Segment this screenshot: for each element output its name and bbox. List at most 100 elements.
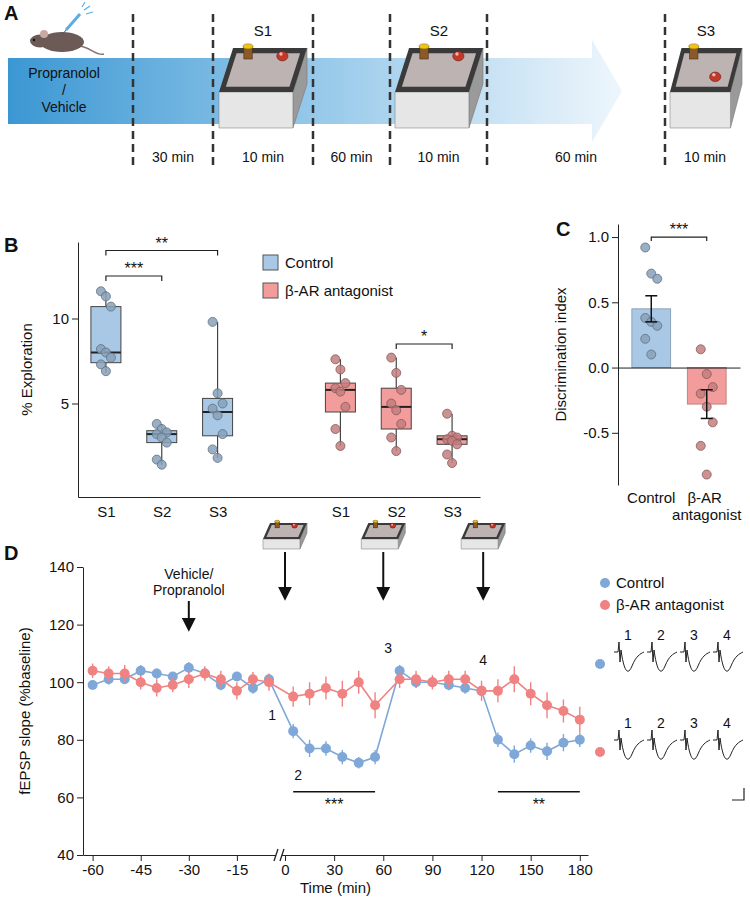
data-point — [397, 419, 406, 428]
tick-mark — [77, 682, 83, 683]
treatment-label: Vehicle/ — [164, 566, 213, 582]
arena — [670, 44, 742, 128]
tick: -45 — [130, 855, 152, 878]
tick: 180 — [568, 855, 593, 878]
tick-label: 0.5 — [588, 294, 609, 311]
treatment-label: / — [62, 82, 66, 98]
data-point — [88, 666, 98, 676]
tick-label: 120 — [49, 616, 74, 633]
arena-floor — [676, 53, 737, 86]
data-point — [218, 430, 227, 439]
arena — [219, 44, 307, 128]
data-point — [493, 735, 503, 745]
significance-label: ** — [533, 796, 545, 813]
data-point — [696, 389, 705, 398]
axis-title: Time (min) — [300, 879, 371, 896]
data-point — [101, 367, 110, 376]
arena-front-wall — [361, 539, 398, 549]
tick: 60 — [57, 789, 83, 806]
point-label: 3 — [384, 640, 392, 656]
data-point — [477, 686, 487, 696]
data-point — [321, 683, 331, 693]
treatment-arrow — [188, 601, 190, 629]
tick: S1 — [97, 503, 115, 520]
arena — [395, 44, 483, 128]
data-point — [152, 683, 162, 693]
plot-marks — [91, 287, 467, 469]
arena — [263, 520, 307, 549]
tick: 0.5 — [588, 294, 618, 311]
tick: 40 — [57, 846, 83, 863]
panel-d: D406080100120140-60-45-30-15030609012015… — [4, 520, 744, 896]
arena-floor — [266, 525, 303, 537]
syringe — [66, 14, 80, 30]
plot-marks — [632, 243, 726, 479]
axis-break-line — [274, 849, 278, 861]
tick-label: S2 — [388, 503, 406, 520]
tick-label: 0 — [281, 861, 289, 878]
arena-object — [490, 523, 496, 528]
data-point — [397, 385, 406, 394]
tick-label: 180 — [568, 861, 593, 878]
object-top — [689, 44, 699, 49]
trace — [713, 642, 743, 671]
example-traces: 12341234 — [595, 627, 744, 800]
arena-object — [390, 523, 396, 528]
data-point — [641, 334, 650, 343]
tick-label: 30 — [326, 861, 343, 878]
significance-label: *** — [670, 221, 689, 238]
data-point — [653, 321, 662, 330]
error-bar-cap — [645, 321, 657, 323]
arena-floor — [226, 53, 300, 86]
significance-line — [498, 791, 580, 793]
tick: S1 — [332, 503, 350, 520]
data-point — [218, 399, 227, 408]
tick-label: 10 — [52, 310, 69, 327]
trace — [647, 730, 677, 759]
data-point — [305, 743, 315, 753]
object-top — [293, 524, 295, 526]
figure: APropranolol/Vehicle30 min10 min60 min10… — [0, 0, 750, 905]
mouse-tail — [80, 46, 104, 54]
object-top — [391, 524, 393, 526]
object-body — [710, 72, 721, 82]
trace-label: 3 — [690, 715, 698, 731]
arena-floor — [365, 525, 402, 537]
data-point — [696, 441, 705, 450]
data-point — [392, 447, 401, 456]
error-bar-line — [706, 390, 708, 419]
tick-label: 0.0 — [588, 359, 609, 376]
tick-label: -30 — [178, 861, 200, 878]
category-label: Control — [627, 489, 675, 506]
data-point — [336, 442, 345, 451]
object-top — [712, 73, 715, 76]
data-point — [477, 686, 487, 696]
scale-bar — [732, 788, 744, 800]
data-point — [341, 379, 350, 388]
tick-label: S3 — [443, 503, 461, 520]
arena-front-wall — [395, 92, 469, 128]
axis-line — [619, 368, 741, 369]
data-point — [448, 459, 457, 468]
arena-object — [453, 51, 464, 61]
object-body — [390, 523, 396, 528]
arena-floor — [402, 53, 476, 86]
tick: S2 — [153, 503, 171, 520]
trace — [614, 642, 644, 671]
data-point — [232, 686, 242, 696]
tick-label: 100 — [49, 674, 74, 691]
data-point — [106, 302, 115, 311]
trace — [713, 730, 743, 759]
tick: -15 — [227, 855, 249, 878]
data-point — [336, 387, 345, 396]
tick: -0.5 — [583, 424, 618, 441]
data-point — [509, 749, 519, 759]
axis-title: fEPSP slope (%baseline) — [16, 627, 33, 794]
object-body — [277, 51, 288, 61]
divider — [389, 14, 392, 168]
treatment-label: Propranolol — [28, 65, 100, 81]
data-point — [120, 669, 130, 679]
legend-label: Control — [616, 574, 664, 591]
arena-object — [292, 523, 298, 528]
point-label: 1 — [268, 707, 276, 723]
